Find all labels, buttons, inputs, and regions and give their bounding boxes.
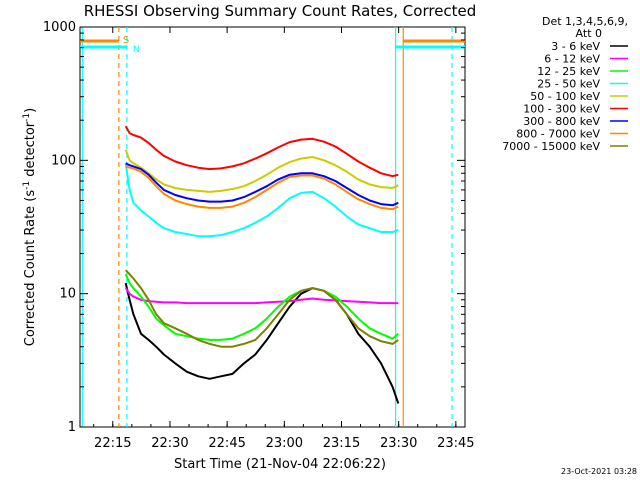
timestamp: 23-Oct-2021 03:28 [561,467,637,476]
legend-label: 800 - 7000 keV [516,128,600,141]
legend-label: 100 - 300 keV [523,103,600,116]
vertical-markers [81,27,453,427]
legend-label: 300 - 800 keV [523,115,600,128]
legend-label: 7000 - 15000 keV [502,140,600,153]
legend-label: 12 - 25 keV [537,65,600,78]
chart-title: RHESSI Observing Summary Count Rates, Co… [84,2,477,20]
legend-label: 25 - 50 keV [537,78,600,91]
x-axis-label: Start Time (21-Nov-04 22:06:22) [174,457,386,472]
flag-label-s: S [123,35,129,46]
series-line-800-7000-kev [125,165,399,211]
series-line-25-50-kev [124,163,399,238]
y-tick-label: 1 [68,420,76,435]
series-line-3-6-kev [124,282,400,404]
x-tick-label: 22:45 [208,436,245,451]
x-tick-label: 22:15 [94,436,131,451]
y-axis-label: Corrected Count Rate (s-1 detector-1) [22,108,38,346]
series-line-7000-15000-kev [124,269,399,348]
x-tick-label: 23:45 [437,436,474,451]
legend-header-line2: Att 0 [576,27,602,40]
y-tick-label: 1000 [43,20,76,35]
x-tick-label: 22:30 [151,436,188,451]
legend-label: 50 - 100 keV [530,90,600,103]
series-line-6-12-kev [124,287,399,305]
series-group [124,125,400,404]
legend-label: 6 - 12 keV [544,53,600,66]
y-axis: 1 10 100 1000 [43,20,465,435]
x-tick-label: 23:00 [266,436,303,451]
series-line-12-25-kev [124,273,399,341]
flag-bars: SN [80,35,465,55]
x-tick-label: 23:15 [323,436,360,451]
y-tick-label: 10 [59,287,76,302]
x-tick-label: 23:30 [380,436,417,451]
legend-header-line1: Det 1,3,4,5,6,9, [542,15,628,28]
series-line-100-300-kev [124,125,399,178]
plot-frame [79,26,466,428]
y-tick-label: 100 [51,153,76,168]
series-line-300-800-kev [125,162,399,207]
legend-label: 3 - 6 keV [551,40,600,53]
series-line-50-100-kev [124,149,399,193]
x-axis: 22:15 22:30 22:45 23:00 23:15 23:30 23:45 [93,27,475,451]
flag-label-n: N [133,45,140,55]
